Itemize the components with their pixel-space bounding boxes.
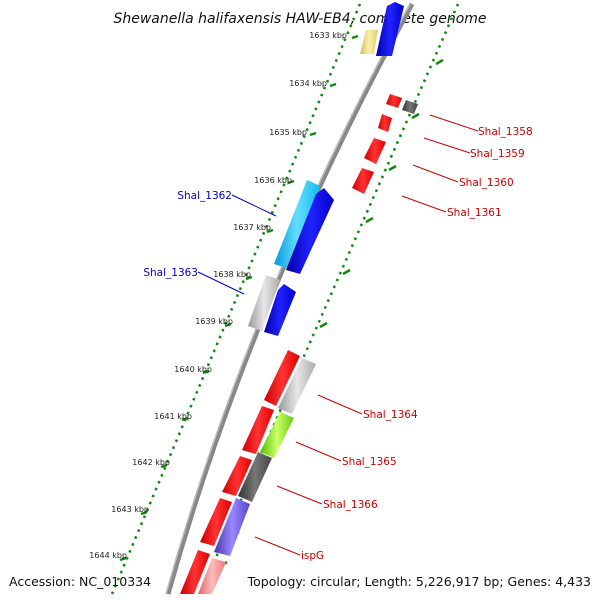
gene-labels: Shal_1358 Shal_1359 Shal_1360 Shal_1361 …	[143, 126, 532, 562]
gene-label: Shal_1359	[470, 148, 525, 160]
gene-label: Shal_1364	[363, 409, 418, 421]
gene-red-b	[242, 406, 274, 454]
tick-label: 1644 kbp	[89, 551, 127, 560]
tick-label: 1643 kbp	[111, 505, 149, 514]
callout-line-1360	[412, 164, 459, 183]
outer-track-genes	[180, 2, 404, 594]
gene-shal-1362	[274, 180, 320, 270]
gene-label: Shal_1361	[447, 207, 502, 219]
callout-line-1364	[317, 394, 363, 415]
gene-label: Shal_1365	[342, 456, 397, 468]
tick-label: 1638 kbp	[213, 270, 251, 279]
gene-shal-1364	[278, 358, 316, 414]
tick-label: 1637 kbp	[233, 223, 271, 232]
callout-line-1366	[276, 485, 323, 505]
gene-label: ispG	[301, 550, 324, 562]
callout-line-1365	[295, 441, 342, 462]
inner-dotted-ring	[198, 3, 460, 595]
gene-red-e	[180, 550, 210, 594]
gene-blue-1362b	[286, 188, 334, 274]
gene-label: Shal_1360	[459, 177, 514, 189]
gene-pink	[198, 558, 226, 594]
inner-track-genes	[198, 94, 418, 594]
callout-line-1358	[429, 114, 479, 132]
gene-blue-1363b	[264, 284, 296, 336]
callout-line-1361	[401, 195, 447, 213]
tick-label: 1635 kbp	[269, 128, 307, 137]
gene-yellow	[360, 30, 378, 54]
tick-labels: 1633 kbp 1634 kbp 1635 kbp 1636 kbp 1637…	[89, 31, 347, 560]
gene-label: Shal_1366	[323, 499, 378, 511]
gene-shal-1365	[260, 412, 294, 458]
tick-label: 1641 kbp	[154, 412, 192, 421]
gene-shal-1359	[378, 114, 392, 132]
tick-label: 1639 kbp	[195, 317, 233, 326]
gene-label: Shal_1363	[143, 267, 198, 279]
outer-dotted-ring	[110, 3, 362, 595]
outer-tick-marks	[119, 34, 359, 562]
accession-text: Accession: NC_010334	[9, 574, 151, 589]
tick-label: 1636 kbp	[254, 176, 292, 185]
tick-label: 1642 kbp	[132, 458, 170, 467]
gene-red-c	[222, 456, 252, 496]
callout-line-1359	[423, 137, 471, 154]
callout-lines	[197, 114, 479, 556]
gene-label: Shal_1362	[177, 190, 232, 202]
tick-label: 1640 kbp	[174, 365, 212, 374]
gene-shal-1366	[238, 452, 272, 502]
tick-label: 1634 kbp	[289, 79, 327, 88]
genome-title: Shewanella halifaxensis HAW-EB4, complet…	[113, 11, 486, 27]
callout-line-ispg	[254, 536, 301, 556]
tick-label: 1633 kbp	[309, 31, 347, 40]
gene-red-a	[264, 350, 300, 406]
gene-shal-1358	[386, 94, 402, 108]
gene-shal-1363	[248, 275, 280, 331]
gene-ispg	[214, 498, 250, 556]
gene-red-d	[200, 498, 232, 546]
gene-shal-1358-dark	[402, 100, 418, 114]
gene-label: Shal_1358	[478, 126, 533, 138]
callout-line-1362	[231, 194, 277, 217]
gene-blue-top	[376, 2, 404, 56]
callout-line-1363	[197, 271, 245, 295]
gene-shal-1361	[352, 168, 374, 194]
topology-text: Topology: circular; Length: 5,226,917 bp…	[247, 574, 591, 589]
gene-shal-1360	[364, 138, 386, 164]
